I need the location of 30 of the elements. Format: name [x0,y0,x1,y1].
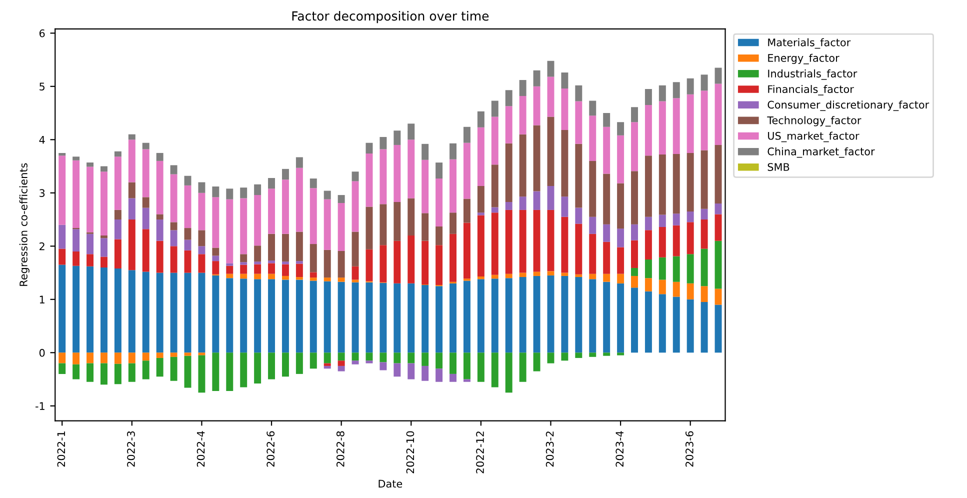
y-tick-label: 6 [39,29,45,38]
x-tick-label: 2022-4 [196,431,205,467]
legend-label: Materials_factor [768,38,851,49]
y-tick-label: 3 [40,189,45,197]
y-tick-label: -1 [36,402,44,410]
y-tick-label: 0 [39,348,45,357]
x-tick-label: 2022-8 [336,431,344,467]
x-tick-label: 2023-6 [685,431,694,467]
legend-label: US_market_factor [768,132,860,142]
x-tick-label: 2023-4 [616,431,624,467]
x-axis-title: Date [378,480,402,488]
legend-label: Technology_factor [767,116,862,127]
y-axis-title: Regression co-efficients [19,163,30,286]
x-tick-label: 2022-6 [266,431,275,467]
y-tick-label: 1 [40,296,44,304]
y-tick-label: 2 [40,242,44,250]
x-tick-label: 2022-10 [406,431,414,474]
legend-label: Industrials_factor [768,69,858,80]
legend-label: SMB [768,163,790,171]
legend-label: Energy_factor [768,54,840,64]
legend-label: China_market_factor [768,147,875,158]
x-tick-label: 2022-3 [127,431,135,467]
y-tick-label: 5 [40,82,44,90]
x-tick-label: 2022-12 [476,432,484,474]
x-tick-label: 2022-1 [57,431,66,467]
chart-title: Factor decomposition over time [292,11,489,24]
x-tick-label: 2023-2 [546,432,554,467]
y-tick-label: 4 [39,136,45,144]
legend-label: Consumer_discretionary_factor [768,100,930,111]
legend-label: Financials_factor [768,84,854,96]
